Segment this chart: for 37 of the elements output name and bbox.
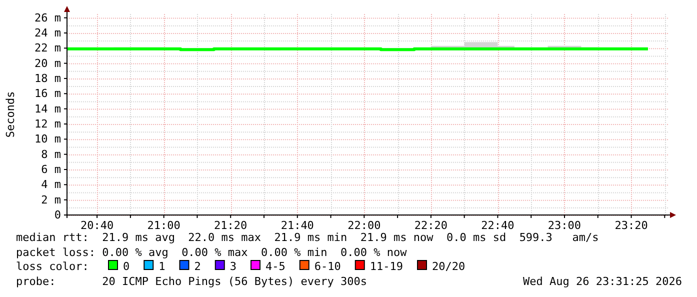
legend-label: 0: [123, 260, 130, 273]
legend-label: 20/20: [432, 260, 466, 273]
y-axis-title: Seconds: [4, 91, 17, 138]
y-tick-label: 24 m: [34, 26, 62, 40]
legend-label: 2: [194, 260, 201, 273]
text: median rtt: 21.9 ms avg 22.0 ms max 21.9 ms min 21.9 ms now 0.0 ms sd 599.3 am/s: [16, 231, 599, 244]
text: packet loss: 0.00 % avg 0.00 % max 0.00 % min 0.00 % now: [16, 246, 408, 259]
y-tick-label: 22 m: [34, 42, 62, 55]
x-tick-label: 21:40: [280, 218, 314, 232]
legend-label: 1: [158, 260, 166, 273]
y-tick-label: 10 m: [34, 132, 62, 146]
legend-label: 6-10: [314, 260, 341, 273]
y-tick-label: 26 m: [34, 11, 62, 24]
text: probe: 20 ICMP Echo Pings (56 Bytes) every 300s: [16, 275, 367, 288]
y-tick-label: 2 m: [41, 193, 62, 206]
text: Wed Aug 26 23:31:25 2026: [523, 275, 682, 288]
x-tick-label: 23:00: [548, 218, 582, 232]
y-tick-label: 0: [54, 208, 61, 222]
y-tick-label: 4 m: [41, 178, 62, 192]
y-tick-label: 14 m: [34, 102, 62, 116]
y-tick-label: 18 m: [34, 72, 62, 85]
x-tick-label: 22:40: [481, 218, 514, 232]
legend-label: 4-5: [266, 260, 286, 273]
y-tick-label: 16 m: [34, 87, 62, 100]
legend-title: loss color:: [16, 260, 89, 273]
x-tick-label: 22:00: [348, 218, 381, 232]
legend-label: 11-19: [370, 260, 403, 273]
x-tick-label: 21:00: [147, 218, 180, 232]
x-tick-label: 23:20: [614, 218, 648, 232]
x-tick-label: 21:20: [214, 218, 248, 232]
y-tick-label: 20 m: [34, 56, 62, 70]
y-tick-label: 6 m: [41, 163, 62, 176]
y-tick-label: 8 m: [41, 148, 62, 161]
legend-label: 3: [230, 260, 236, 273]
x-tick-label: 22:20: [414, 218, 448, 232]
x-tick-label: 20:40: [80, 218, 114, 232]
y-tick-label: 12 m: [34, 118, 62, 130]
